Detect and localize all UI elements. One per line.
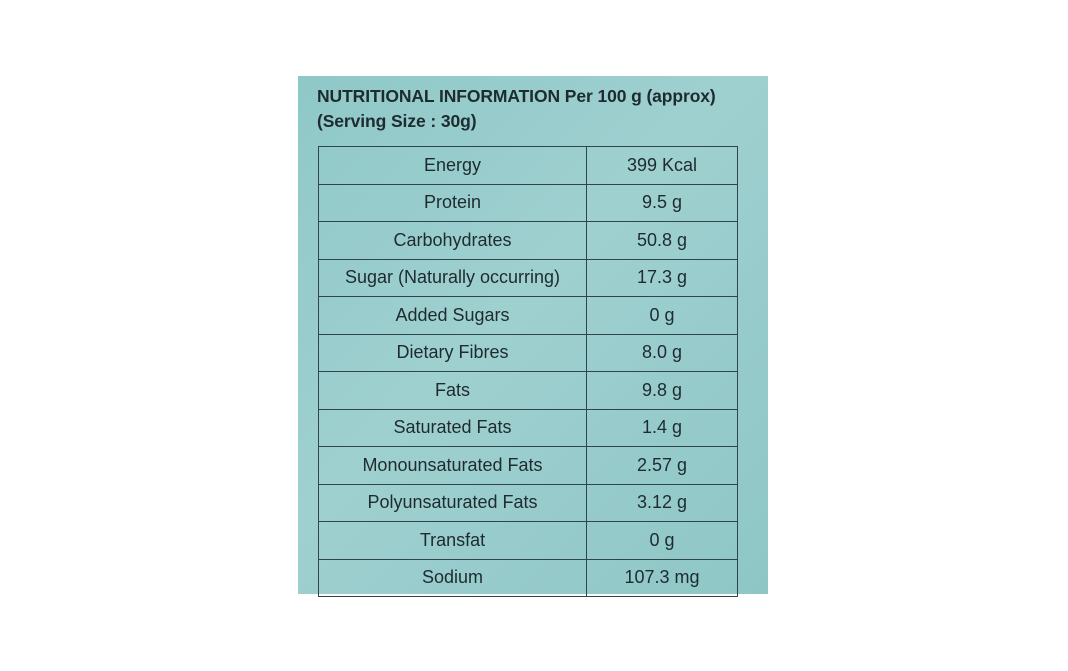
table-row: Transfat 0 g [318, 521, 738, 560]
table-row: Saturated Fats 1.4 g [318, 408, 738, 447]
nutrient-name: Transfat [318, 521, 587, 560]
nutrient-value: 107.3 mg [586, 558, 738, 597]
nutrient-name: Polyunsaturated Fats [318, 483, 587, 522]
nutrient-value: 399 Kcal [586, 146, 738, 185]
nutrient-value: 2.57 g [586, 446, 738, 485]
heading-title: NUTRITIONAL INFORMATION Per 100 g (appro… [317, 86, 716, 106]
table-row: Protein 9.5 g [318, 183, 738, 222]
table-row: Polyunsaturated Fats 3.12 g [318, 483, 738, 522]
table-row: Sugar (Naturally occurring) 17.3 g [318, 258, 738, 297]
nutrient-value: 3.12 g [586, 483, 738, 522]
nutrient-value: 1.4 g [586, 408, 738, 447]
nutrient-value: 8.0 g [586, 333, 738, 372]
nutrient-name: Sugar (Naturally occurring) [318, 258, 587, 297]
table-row: Energy 399 Kcal [318, 146, 738, 185]
heading-serving-size: (Serving Size : 30g) [317, 111, 477, 131]
nutrient-name: Protein [318, 183, 587, 222]
table-row: Monounsaturated Fats 2.57 g [318, 446, 738, 485]
nutrition-table: Energy 399 Kcal Protein 9.5 g Carbohydra… [318, 146, 738, 597]
nutrient-name: Added Sugars [318, 296, 587, 335]
nutrient-value: 9.5 g [586, 183, 738, 222]
nutrition-heading: NUTRITIONAL INFORMATION Per 100 g (appro… [317, 84, 767, 134]
nutrient-name: Monounsaturated Fats [318, 446, 587, 485]
nutrient-name: Sodium [318, 558, 587, 597]
table-row: Carbohydrates 50.8 g [318, 221, 738, 260]
nutrient-value: 17.3 g [586, 258, 738, 297]
nutrient-value: 50.8 g [586, 221, 738, 260]
nutrient-name: Saturated Fats [318, 408, 587, 447]
nutrient-name: Fats [318, 371, 587, 410]
nutrient-name: Dietary Fibres [318, 333, 587, 372]
nutrient-value: 9.8 g [586, 371, 738, 410]
nutrient-value: 0 g [586, 296, 738, 335]
table-row: Fats 9.8 g [318, 371, 738, 410]
nutrition-panel: NUTRITIONAL INFORMATION Per 100 g (appro… [298, 76, 768, 597]
table-row: Added Sugars 0 g [318, 296, 738, 335]
nutrient-value: 0 g [586, 521, 738, 560]
nutrient-name: Energy [318, 146, 587, 185]
table-row: Dietary Fibres 8.0 g [318, 333, 738, 372]
nutrient-name: Carbohydrates [318, 221, 587, 260]
table-row: Sodium 107.3 mg [318, 558, 738, 597]
